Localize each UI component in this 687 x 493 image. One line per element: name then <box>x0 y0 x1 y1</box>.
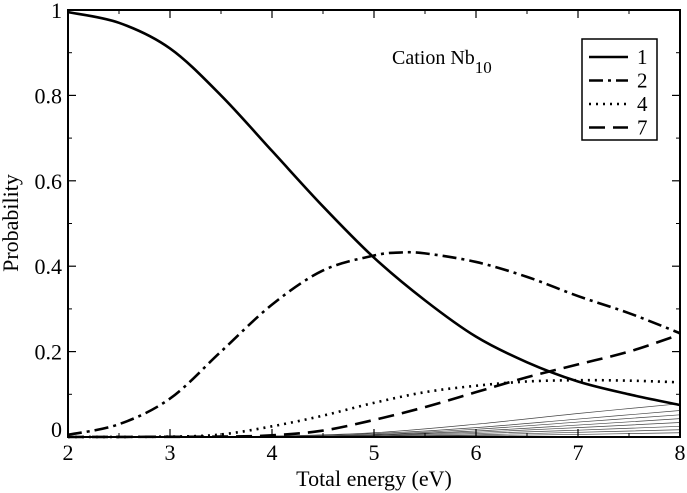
annotation: Cation Nb10 <box>392 47 492 77</box>
x-tick-label-6: 6 <box>471 440 482 465</box>
y-tick-label-1: 1 <box>51 0 62 23</box>
x-tick-label-2: 2 <box>63 440 74 465</box>
axis-ticks: 2 3 4 5 6 7 8 0 0.2 0.4 0.6 0.8 1 <box>35 0 686 465</box>
minor-series-group <box>169 403 681 438</box>
x-axis-label: Total energy (eV) <box>296 466 452 491</box>
series-line-2 <box>67 250 681 437</box>
legend-label-2: 2 <box>637 69 648 93</box>
y-tick-label-0.8: 0.8 <box>35 83 63 108</box>
legend-label-4: 4 <box>637 92 648 116</box>
legend-label-7: 7 <box>637 116 648 140</box>
y-tick-label-0.2: 0.2 <box>35 340 63 365</box>
x-tick-label-8: 8 <box>675 440 686 465</box>
x-tick-label-3: 3 <box>165 440 176 465</box>
y-tick-label-0.6: 0.6 <box>35 169 63 194</box>
legend-label-1: 1 <box>637 45 648 69</box>
x-tick-label-4: 4 <box>267 440 278 465</box>
x-tick-label-7: 7 <box>573 440 584 465</box>
x-tick-label-5: 5 <box>369 440 380 465</box>
annotation-text: Cation Nb <box>392 47 475 69</box>
series-line-4 <box>67 378 681 439</box>
annotation-subscript: 10 <box>475 58 492 77</box>
y-tick-label-0: 0 <box>51 417 62 442</box>
y-tick-label-0.4: 0.4 <box>35 254 63 279</box>
y-axis-label: Probability <box>0 174 23 272</box>
